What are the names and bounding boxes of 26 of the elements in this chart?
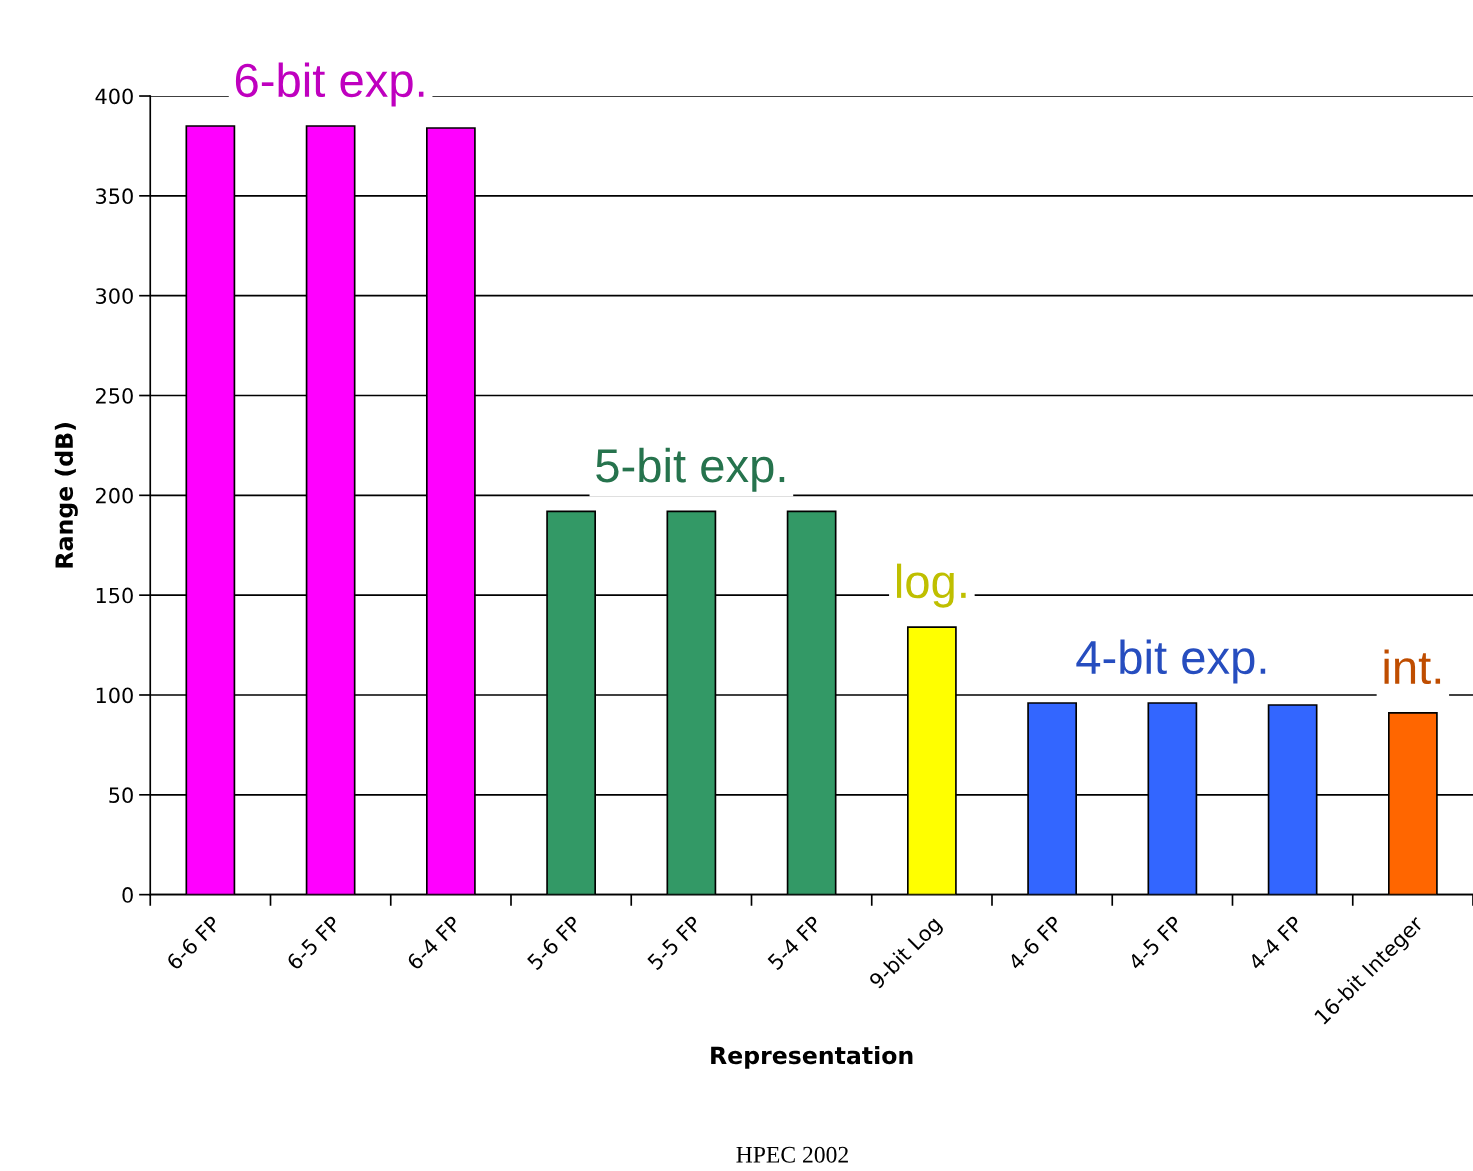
y-tick-label: 100 xyxy=(96,687,133,704)
x-tick-label: 4-4 FP xyxy=(1247,915,1304,971)
y-tick-label: 250 xyxy=(96,387,133,404)
text: HPEC 2002 xyxy=(736,1146,848,1163)
x-tick-label: 6-6 FP xyxy=(165,914,222,971)
y-tick-label: 300 xyxy=(96,288,133,304)
y-tick-label: 350 xyxy=(96,188,133,205)
annotation: 5-bit exp. xyxy=(596,447,785,492)
x-axis-title: Representation xyxy=(711,1045,913,1069)
y-tick-label: 400 xyxy=(95,88,133,105)
annotation: int. xyxy=(1384,649,1441,685)
y-tick-label: 150 xyxy=(96,587,133,604)
x-tick-label: 5-4 FP xyxy=(767,915,823,971)
annotation: 6-bit exp. xyxy=(235,62,424,107)
x-tick-label: 6-5 FP xyxy=(285,914,342,971)
y-tick-label: 200 xyxy=(96,487,133,504)
x-tick-label: 5-6 FP xyxy=(526,914,583,971)
annotation: 4-bit exp. xyxy=(1076,639,1266,684)
x-tick-label: 5-5 FP xyxy=(646,915,703,971)
y-tick-label: 50 xyxy=(109,787,133,804)
x-tick-label: 4-5 FP xyxy=(1127,915,1184,971)
y-axis-title: Range (dB) xyxy=(54,423,78,568)
y-tick-label: 0 xyxy=(122,887,133,903)
x-tick-label: 6-4 FP xyxy=(406,914,462,971)
x-tick-label: 4-6 FP xyxy=(1007,914,1064,971)
annotation: log. xyxy=(896,563,966,608)
